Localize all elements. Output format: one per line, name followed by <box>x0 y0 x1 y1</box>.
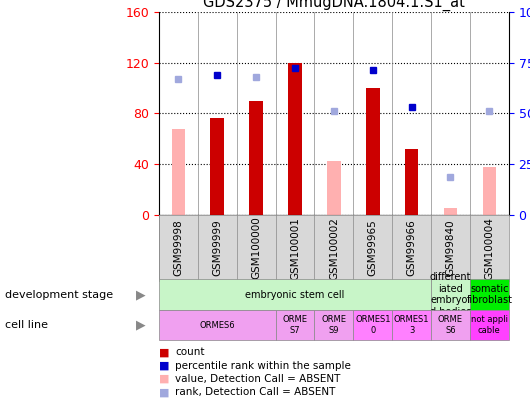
Text: development stage: development stage <box>5 290 113 300</box>
Text: somatic
fibroblast: somatic fibroblast <box>466 284 513 305</box>
Text: ■: ■ <box>159 374 170 384</box>
Bar <box>159 310 276 340</box>
Text: GSM99999: GSM99999 <box>213 220 222 277</box>
Bar <box>327 162 341 215</box>
Bar <box>470 279 509 310</box>
Text: different
iated
embryoi
d bodies: different iated embryoi d bodies <box>430 272 471 317</box>
Text: GSM100000: GSM100000 <box>251 217 261 279</box>
Bar <box>392 310 431 340</box>
Text: GSM99840: GSM99840 <box>446 220 455 276</box>
Title: GDS2375 / MmugDNA.1804.1.S1_at: GDS2375 / MmugDNA.1804.1.S1_at <box>203 0 465 11</box>
Text: GSM99965: GSM99965 <box>368 220 378 277</box>
Bar <box>210 118 224 215</box>
Bar <box>482 166 496 215</box>
Bar <box>431 279 470 310</box>
Text: GSM99966: GSM99966 <box>407 220 417 277</box>
Bar <box>444 208 457 215</box>
Text: percentile rank within the sample: percentile rank within the sample <box>175 361 351 371</box>
Bar <box>276 310 314 340</box>
Text: value, Detection Call = ABSENT: value, Detection Call = ABSENT <box>175 374 340 384</box>
Text: ORMES1
3: ORMES1 3 <box>394 315 429 335</box>
Bar <box>470 310 509 340</box>
Bar <box>250 101 263 215</box>
Text: ■: ■ <box>159 388 170 397</box>
Bar <box>159 279 431 310</box>
Text: ORME
S6: ORME S6 <box>438 315 463 335</box>
Text: not appli
cable: not appli cable <box>471 315 508 335</box>
Text: ORMES1
0: ORMES1 0 <box>355 315 391 335</box>
Text: ORMES6: ORMES6 <box>199 320 235 330</box>
Bar <box>431 310 470 340</box>
Text: GSM100004: GSM100004 <box>484 217 494 279</box>
Text: GSM100002: GSM100002 <box>329 217 339 279</box>
Bar <box>314 310 354 340</box>
Text: embryonic stem cell: embryonic stem cell <box>245 290 344 300</box>
Text: ▶: ▶ <box>136 288 145 301</box>
Bar <box>405 149 418 215</box>
Text: ▶: ▶ <box>136 318 145 332</box>
Bar <box>288 63 302 215</box>
Text: ORME
S9: ORME S9 <box>321 315 347 335</box>
Bar <box>366 88 379 215</box>
Text: GSM100001: GSM100001 <box>290 217 300 279</box>
Text: rank, Detection Call = ABSENT: rank, Detection Call = ABSENT <box>175 388 335 397</box>
Text: ■: ■ <box>159 361 170 371</box>
Text: cell line: cell line <box>5 320 48 330</box>
Text: ■: ■ <box>159 347 170 357</box>
Bar <box>172 129 185 215</box>
Text: count: count <box>175 347 205 357</box>
Bar <box>354 310 392 340</box>
Text: ORME
S7: ORME S7 <box>282 315 307 335</box>
Text: GSM99998: GSM99998 <box>173 220 183 277</box>
